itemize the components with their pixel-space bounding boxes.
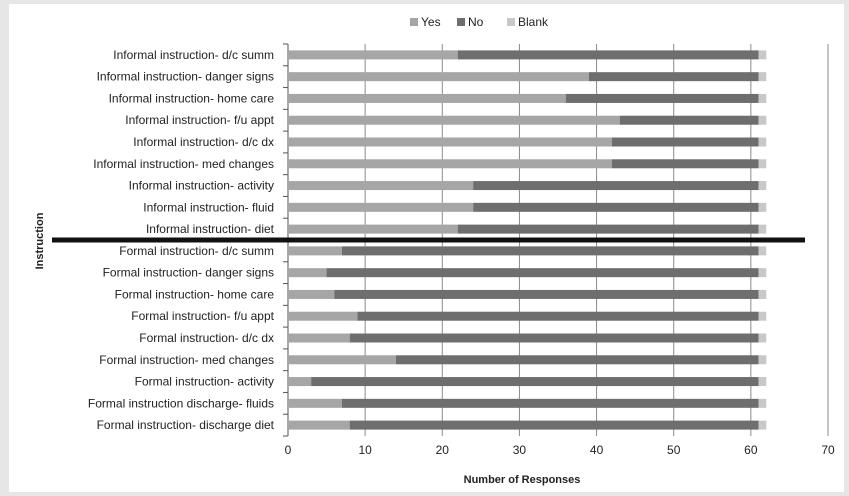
x-tick-30: 30 <box>513 443 527 457</box>
bar-segment-no <box>357 311 759 321</box>
bar-segment-yes <box>288 93 566 103</box>
x-tick-60: 60 <box>744 443 758 457</box>
category-label: Informal instruction- d/c summ <box>113 48 274 62</box>
category-label: Informal instruction- diet <box>146 222 275 236</box>
bar-segment-yes <box>288 289 335 299</box>
bar-segment-no <box>326 268 759 278</box>
legend-swatch-no <box>457 18 465 26</box>
bar-segment-yes <box>288 355 396 365</box>
bar-segment-no <box>588 72 759 82</box>
y-axis-title: Instruction <box>34 212 46 269</box>
bar-segment-blank <box>758 159 767 169</box>
category-label: Formal instruction- d/c summ <box>119 244 274 258</box>
bar-segment-no <box>565 93 759 103</box>
bar-segment-blank <box>758 137 767 147</box>
bar-segment-blank <box>758 333 767 343</box>
bar-segment-no <box>619 115 759 125</box>
category-label: Informal instruction- home care <box>109 91 275 105</box>
bar-segment-yes <box>288 311 358 321</box>
x-tick-20: 20 <box>436 443 450 457</box>
bar-segment-yes <box>288 268 327 278</box>
bar-segment-yes <box>288 377 312 387</box>
x-tick-40: 40 <box>590 443 604 457</box>
bar-segment-no <box>334 289 759 299</box>
legend-label-yes: Yes <box>421 15 441 29</box>
bar-segment-blank <box>758 246 767 256</box>
bar-segment-no <box>612 137 759 147</box>
category-label: Formal instruction discharge- fluids <box>88 396 274 410</box>
bar-segment-blank <box>758 398 767 408</box>
x-axis-title: Number of Responses <box>464 474 581 486</box>
bar-segment-no <box>457 50 759 60</box>
chart-frame: Yes No Blank Informal instruction- d/c sum… <box>9 4 844 492</box>
bar-segment-yes <box>288 115 620 125</box>
stacked-bar-chart: Yes No Blank Informal instruction- d/c sum… <box>34 15 835 486</box>
bar-segment-yes <box>288 246 342 256</box>
bar-segment-blank <box>758 93 767 103</box>
category-label: Formal instruction- d/c dx <box>139 331 274 345</box>
category-label: Informal instruction- d/c dx <box>133 135 274 149</box>
bar-segment-blank <box>758 72 767 82</box>
x-tick-labels: 0 10 20 30 40 50 60 70 <box>285 443 835 457</box>
x-tick-70: 70 <box>821 443 835 457</box>
bar-segment-blank <box>758 355 767 365</box>
bar-segment-blank <box>758 181 767 191</box>
category-label: Informal instruction- activity <box>129 179 274 193</box>
bar-segment-yes <box>288 137 612 147</box>
bar-segment-blank <box>758 420 767 430</box>
x-tick-10: 10 <box>358 443 372 457</box>
group-separator-line <box>52 237 805 243</box>
x-tick-50: 50 <box>667 443 681 457</box>
category-label: Formal instruction- discharge diet <box>97 418 275 432</box>
bar-segment-blank <box>758 50 767 60</box>
bar-segment-no <box>612 159 759 169</box>
bar-segment-yes <box>288 224 458 234</box>
bar-segment-yes <box>288 72 589 82</box>
bar-segment-blank <box>758 224 767 234</box>
bar-segment-no <box>342 246 759 256</box>
bar-segment-blank <box>758 311 767 321</box>
bar-segment-no <box>473 181 759 191</box>
x-tick-0: 0 <box>285 443 292 457</box>
category-label: Formal instruction- med changes <box>99 353 274 367</box>
category-label: Formal instruction- f/u appt <box>131 309 274 323</box>
legend-label-blank: Blank <box>518 15 549 29</box>
bar-segment-blank <box>758 289 767 299</box>
bar-segment-no <box>457 224 759 234</box>
bar-segment-yes <box>288 50 458 60</box>
bar-segment-no <box>311 377 759 387</box>
category-label: Informal instruction- fluid <box>143 200 274 214</box>
legend-swatch-yes <box>410 18 418 26</box>
bars <box>52 50 805 430</box>
bar-segment-no <box>473 202 759 212</box>
category-label: Formal instruction- activity <box>135 375 274 389</box>
category-label: Formal instruction- home care <box>115 287 275 301</box>
bar-segment-blank <box>758 377 767 387</box>
legend-label-no: No <box>468 15 484 29</box>
legend-swatch-blank <box>507 18 515 26</box>
bar-segment-blank <box>758 202 767 212</box>
category-label: Formal instruction- danger signs <box>103 266 274 280</box>
category-label: Informal instruction- med changes <box>93 157 274 171</box>
legend: Yes No Blank <box>410 15 549 29</box>
bar-segment-no <box>349 420 759 430</box>
bar-segment-yes <box>288 333 350 343</box>
bar-segment-blank <box>758 268 767 278</box>
bar-segment-yes <box>288 159 612 169</box>
bar-segment-yes <box>288 420 350 430</box>
category-label: Informal instruction- f/u appt <box>125 113 274 127</box>
bar-segment-yes <box>288 202 474 212</box>
bar-segment-no <box>349 333 759 343</box>
bar-segment-yes <box>288 181 474 191</box>
bar-segment-no <box>396 355 759 365</box>
category-label: Informal instruction- danger signs <box>97 70 274 84</box>
bar-segment-yes <box>288 398 342 408</box>
category-labels: Informal instruction- d/c summ Informal i… <box>88 48 275 432</box>
bar-segment-blank <box>758 115 767 125</box>
bar-segment-no <box>342 398 759 408</box>
